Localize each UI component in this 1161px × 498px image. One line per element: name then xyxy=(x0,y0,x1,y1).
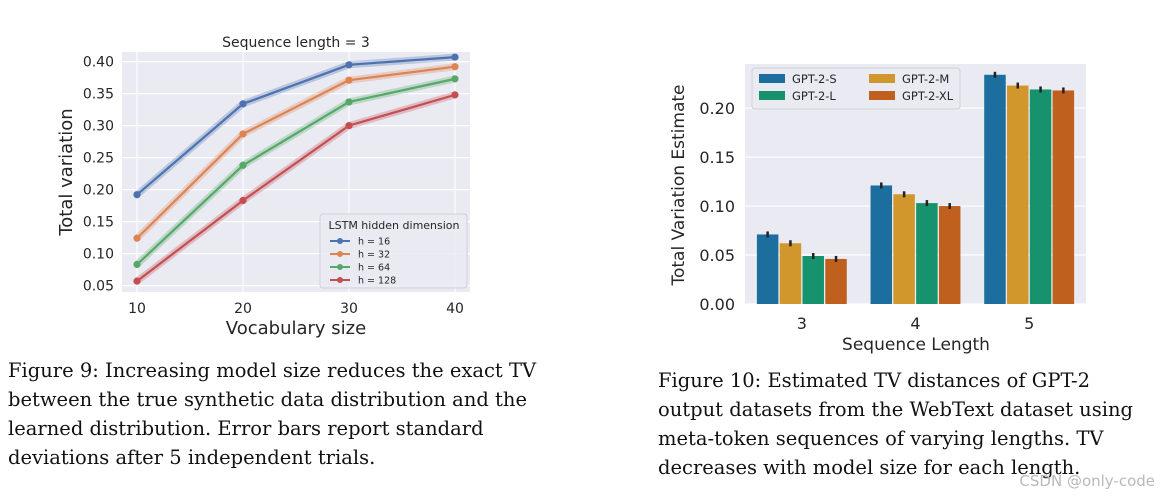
data-point xyxy=(345,98,353,106)
bar xyxy=(802,256,824,304)
legend-marker xyxy=(337,277,343,283)
bar xyxy=(1029,89,1052,304)
y-tick-label: 0.00 xyxy=(699,295,735,314)
line-chart-figure-9: 10 20 30 40 0.05 0.10 0.15 0.20 0.25 0.30 0.35 0.40… xyxy=(56,35,470,339)
legend-entry: h = 32 xyxy=(358,250,390,261)
legend-entry: h = 64 xyxy=(358,263,390,274)
y-axis-label: Total variation xyxy=(56,108,77,236)
x-tick-label: 5 xyxy=(1024,314,1034,333)
bar xyxy=(1007,85,1029,304)
legend-entry: GPT-2-M xyxy=(902,72,949,86)
legend-swatch xyxy=(759,74,785,83)
data-point xyxy=(239,161,247,169)
bar xyxy=(916,203,938,304)
legend-marker xyxy=(337,251,343,257)
data-point xyxy=(451,63,459,71)
data-point xyxy=(345,61,353,69)
series-line xyxy=(136,93,456,282)
bar xyxy=(893,194,915,304)
bar xyxy=(984,74,1006,304)
y-tick-label: 0.10 xyxy=(83,247,114,263)
legend-title: LSTM hidden dimension xyxy=(328,219,459,232)
watermark: CSDN @only-code xyxy=(1019,472,1155,490)
bar-chart-figure-10: 0.00 0.05 0.10 0.15 0.20 3 4 5 Sequence Length To… xyxy=(669,64,1086,355)
data-point xyxy=(239,100,247,108)
bar xyxy=(938,206,961,304)
x-tick-label: 20 xyxy=(234,301,252,317)
legend-box xyxy=(319,213,468,289)
data-point xyxy=(451,91,459,99)
x-tick-label: 4 xyxy=(910,314,920,333)
legend-marker xyxy=(337,264,343,270)
data-point xyxy=(451,53,459,61)
figure-10-caption: Figure 10: Estimated TV distances of GPT… xyxy=(658,369,1134,479)
y-tick-label: 0.15 xyxy=(83,215,114,231)
series-h128 xyxy=(133,91,459,285)
y-axis-label: Total Variation Estimate xyxy=(669,84,689,286)
series-h16 xyxy=(133,53,459,199)
bar xyxy=(825,258,847,304)
y-tick-label: 0.15 xyxy=(699,148,735,167)
y-tick-label: 0.05 xyxy=(699,246,735,265)
y-tick-label: 0.20 xyxy=(699,99,735,118)
legend-entry: h = 128 xyxy=(358,276,396,287)
legend-swatch xyxy=(869,74,895,83)
data-point xyxy=(133,277,141,285)
figure-9-caption: Figure 9: Increasing model size reduces … xyxy=(8,359,537,469)
data-point xyxy=(345,122,353,130)
data-point xyxy=(451,75,459,83)
bar xyxy=(870,185,893,304)
x-tick-label: 40 xyxy=(446,301,464,317)
y-tick-label: 0.25 xyxy=(83,151,114,167)
x-tick-label: 10 xyxy=(128,301,146,317)
legend-marker xyxy=(337,238,343,244)
chart-title: Sequence length = 3 xyxy=(222,35,370,51)
legend-swatch xyxy=(869,91,895,100)
legend-box xyxy=(751,67,961,110)
data-point xyxy=(239,130,247,138)
series-line xyxy=(136,77,456,266)
y-tick-label: 0.10 xyxy=(699,197,735,216)
legend-entry: GPT-2-L xyxy=(792,89,836,103)
legend-entry: GPT-2-XL xyxy=(902,89,954,103)
y-tick-label: 0.05 xyxy=(83,279,114,295)
bar xyxy=(756,234,779,304)
data-point xyxy=(133,191,141,199)
series-h32 xyxy=(133,63,459,242)
data-point xyxy=(345,76,353,84)
legend-entry: GPT-2-S xyxy=(792,72,837,86)
x-axis-label: Sequence Length xyxy=(842,335,990,355)
data-point xyxy=(133,234,141,242)
series-h64 xyxy=(133,75,459,269)
legend-entry: h = 16 xyxy=(358,237,390,248)
legend-swatch xyxy=(759,91,785,100)
y-tick-label: 0.35 xyxy=(83,87,114,103)
data-point xyxy=(239,196,247,205)
data-point xyxy=(133,260,141,269)
x-tick-label: 30 xyxy=(340,301,358,317)
y-tick-label: 0.40 xyxy=(83,55,114,71)
x-axis-label: Vocabulary size xyxy=(226,318,366,339)
series-line xyxy=(136,65,456,240)
x-tick-label: 3 xyxy=(797,314,807,333)
y-tick-label: 0.30 xyxy=(83,119,114,135)
series-line xyxy=(136,56,456,196)
bar xyxy=(1052,90,1075,305)
y-tick-label: 0.20 xyxy=(83,183,114,199)
bar xyxy=(779,243,802,304)
